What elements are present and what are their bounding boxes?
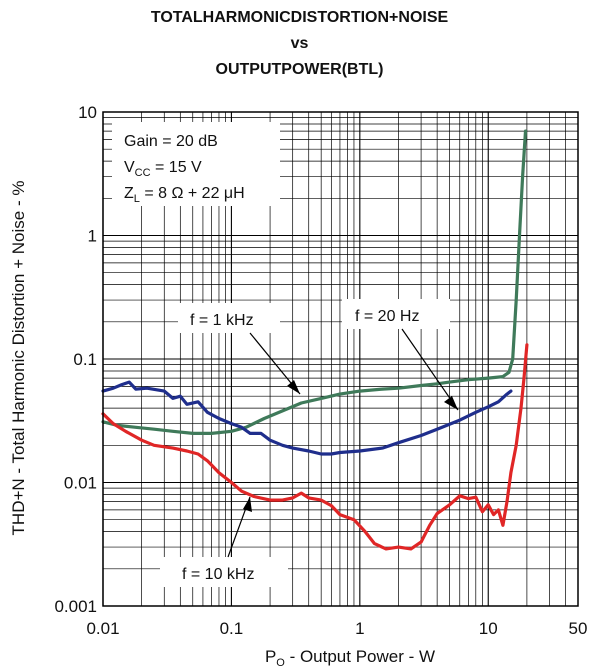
arrowhead-20hz [444,396,458,410]
y-axis-label: THD+N - Total Harmonic Distortion + Nois… [9,181,28,536]
arrowhead-10khz [243,497,252,512]
chart-title-line-3: OUTPUTPOWER(BTL) [215,61,384,78]
label-10khz: f = 10 kHz [182,566,254,583]
y-tick-label: 10 [78,103,97,122]
annotation-20hz: f = 20 Hz [342,299,459,411]
x-axis-label: PO - Output Power - W [265,647,435,669]
zl-label: ZL = 8 Ω + 22 μH [124,185,245,205]
series-line-2 [101,343,529,551]
x-tick-label: 50 [569,619,588,638]
series-line-1 [101,380,513,456]
x-tick-label: 0.01 [86,619,119,638]
chart-title-line-2: vs [290,35,309,52]
y-tick-label: 0.1 [73,350,97,369]
annotation-1khz: f = 1 kHz [178,303,301,395]
arrow-20hz [401,328,459,411]
label-1khz: f = 1 kHz [190,312,254,329]
y-tick-label: 0.01 [64,474,97,493]
conditions-box: Gain = 20 dB VCC = 15 V ZL = 8 Ω + 22 μH [112,122,280,206]
vcc-label: VCC = 15 V [124,159,202,179]
x-tick-label: 10 [479,619,498,638]
tick-labels: 0.01 0.1 1 10 50 0.001 0.01 0.1 1 10 [54,103,587,638]
chart-title-line-1: TOTALHARMONICDISTORTION+NOISE [150,9,449,26]
series-line-0 [101,129,528,435]
y-tick-label: 1 [88,227,97,246]
annotation-10khz: f = 10 kHz [160,496,288,587]
label-20hz: f = 20 Hz [355,308,419,325]
x-tick-label: 1 [355,619,364,638]
x-tick-label: 0.1 [220,619,244,638]
gain-label: Gain = 20 dB [124,133,218,150]
series-layer [101,129,529,551]
y-tick-label: 0.001 [54,597,97,616]
plot-frame [102,111,579,607]
arrowhead-1khz [287,380,300,394]
